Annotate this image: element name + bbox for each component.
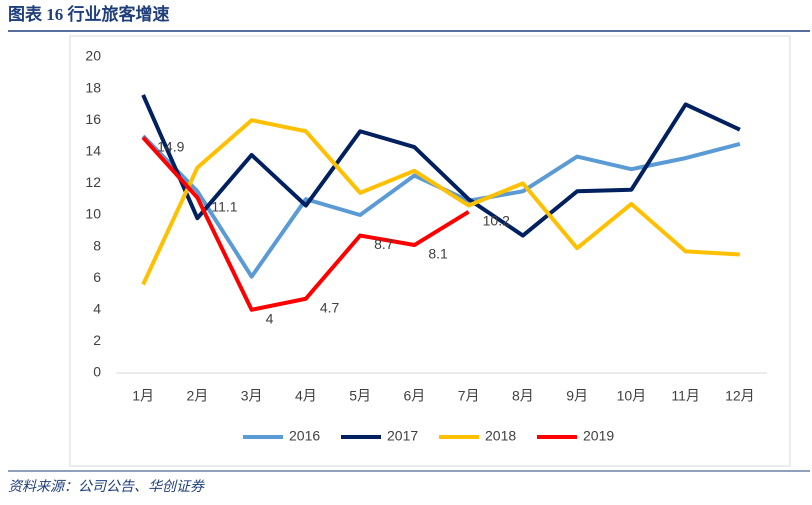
y-tick-label: 20: [85, 48, 101, 64]
x-tick-label: 9月: [566, 388, 588, 404]
data-label: 4: [266, 311, 274, 327]
x-tick-label: 6月: [403, 388, 425, 404]
x-tick-label: 2月: [186, 388, 208, 404]
x-tick-label: 11月: [671, 388, 700, 404]
y-tick-label: 16: [85, 111, 101, 127]
data-label: 10.2: [483, 213, 510, 229]
legend-label: 2016: [289, 428, 320, 444]
legend-label: 2019: [583, 428, 614, 444]
y-tick-label: 8: [93, 237, 101, 253]
y-tick-label: 12: [85, 174, 101, 190]
line-series: [141, 94, 741, 238]
data-label: 8.1: [428, 246, 448, 262]
chart-title: 图表 16 行业旅客增速: [8, 4, 170, 24]
y-tick-label: 4: [93, 301, 101, 317]
legend-label: 2018: [485, 428, 516, 444]
x-tick-label: 1月: [132, 388, 154, 404]
y-tick-label: 18: [85, 79, 101, 95]
y-tick-label: 0: [93, 364, 101, 380]
data-label: 8.7: [374, 236, 394, 252]
data-label: 14.9: [157, 138, 184, 154]
x-tick-label: 10月: [617, 388, 647, 404]
y-tick-label: 10: [85, 206, 101, 222]
x-tick-label: 12月: [725, 388, 755, 404]
x-tick-label: 8月: [512, 388, 534, 404]
legend-label: 2017: [387, 428, 418, 444]
line-series: [141, 118, 740, 286]
x-tick-label: 3月: [241, 388, 263, 404]
y-tick-label: 14: [85, 143, 101, 159]
x-tick-label: 5月: [349, 388, 371, 404]
y-tick-label: 6: [93, 269, 101, 285]
chart-frame: [69, 35, 791, 467]
data-label: 11.1: [211, 198, 237, 214]
line-series: [141, 136, 470, 312]
source: 资料来源：公司公告、华创证券: [8, 479, 205, 495]
y-tick-label: 2: [93, 332, 101, 348]
x-tick-label: 4月: [295, 388, 317, 404]
data-label: 4.7: [320, 299, 340, 315]
x-tick-label: 7月: [458, 388, 480, 404]
